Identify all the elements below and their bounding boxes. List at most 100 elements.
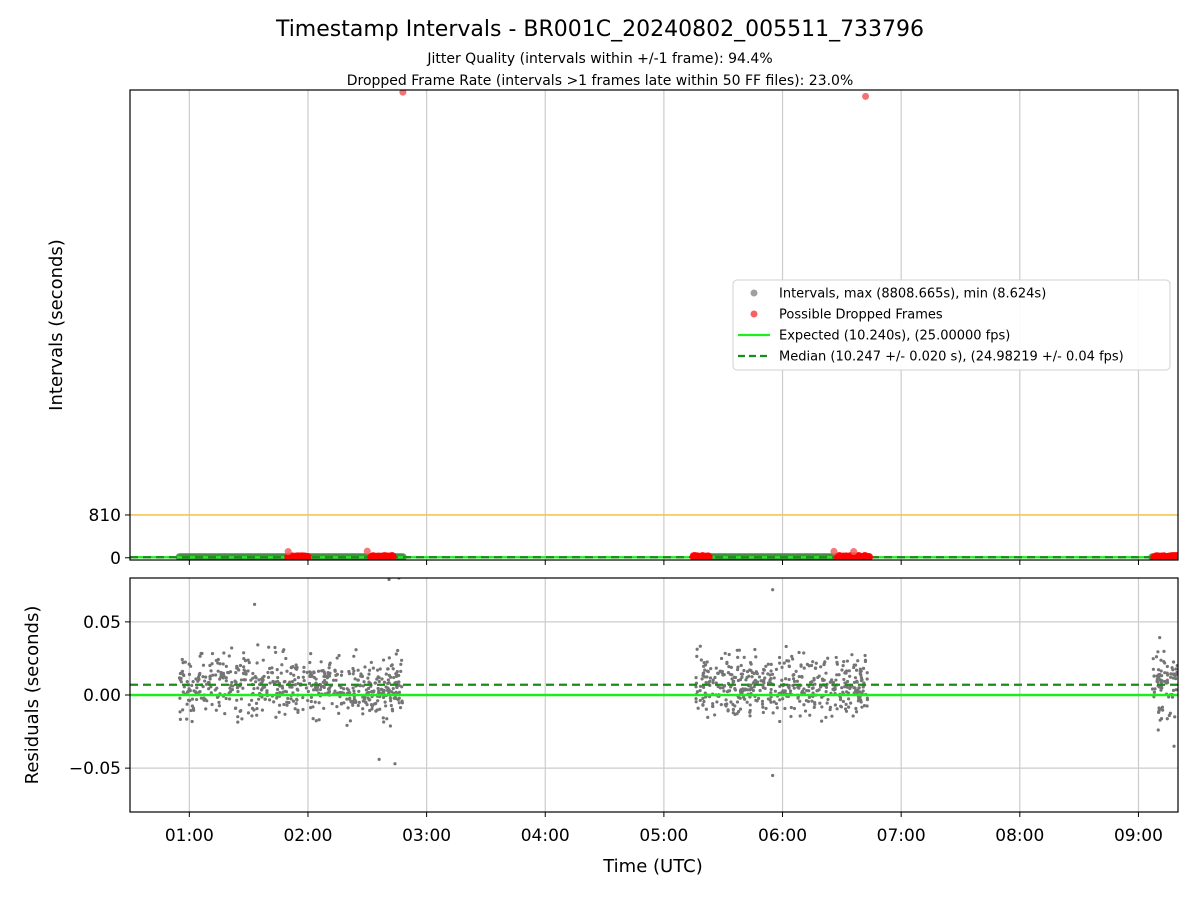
residual-point xyxy=(739,672,743,676)
residual-point xyxy=(267,698,272,702)
residual-point xyxy=(281,649,285,654)
residual-point xyxy=(236,689,240,694)
residual-point xyxy=(762,668,766,672)
residual-point xyxy=(181,661,185,665)
residual-point xyxy=(395,685,399,690)
residual-point xyxy=(833,703,838,707)
residual-outlier xyxy=(771,773,775,778)
residual-point xyxy=(260,680,264,684)
residual-point xyxy=(1170,666,1174,670)
residual-point xyxy=(819,719,824,723)
residual-point xyxy=(1173,673,1178,678)
residual-point xyxy=(769,691,773,695)
residual-point xyxy=(318,687,323,692)
residual-point xyxy=(285,669,289,673)
residual-point xyxy=(778,698,782,702)
residual-point xyxy=(190,683,194,687)
residual-point xyxy=(857,686,861,690)
residual-point xyxy=(861,666,866,670)
residual-point xyxy=(722,683,727,688)
residual-point xyxy=(1169,675,1173,679)
residual-point xyxy=(333,668,337,673)
residual-point xyxy=(730,677,734,681)
residual-point xyxy=(841,699,845,704)
residual-point xyxy=(356,703,360,708)
legend-label: Expected (10.240s), (25.00000 fps) xyxy=(779,329,1010,344)
residual-point xyxy=(314,719,318,723)
residual-point xyxy=(858,672,862,676)
residual-point xyxy=(380,677,384,681)
residual-point xyxy=(845,679,850,684)
residual-point xyxy=(861,689,865,693)
residual-point xyxy=(399,669,403,673)
residual-point xyxy=(818,701,822,705)
chart-subtitle-jitter: Jitter Quality (intervals within +/-1 fr… xyxy=(426,51,772,67)
residual-point xyxy=(760,699,765,703)
residual-point xyxy=(844,690,849,694)
residual-point xyxy=(191,680,195,684)
residual-point xyxy=(251,676,255,680)
residual-point xyxy=(783,706,787,711)
residual-point xyxy=(813,666,818,670)
residual-point xyxy=(367,698,371,702)
residual-point xyxy=(331,678,336,682)
residual-point xyxy=(723,651,727,655)
residual-point xyxy=(371,666,375,670)
residual-point xyxy=(293,683,297,687)
dropped-frame-point xyxy=(388,552,397,560)
residual-point xyxy=(706,715,710,719)
large-gap-point xyxy=(862,92,870,100)
residual-point xyxy=(762,681,766,685)
residual-point xyxy=(181,690,185,694)
residuals-panel: 0.05 0.00 −0.05 xyxy=(69,577,1179,813)
residual-point xyxy=(236,715,240,719)
residual-point xyxy=(233,679,237,683)
residual-point xyxy=(291,699,296,703)
residual-point xyxy=(382,680,387,684)
residual-point xyxy=(803,709,808,713)
residual-point xyxy=(361,699,365,703)
residual-point xyxy=(1160,705,1165,709)
residual-point xyxy=(210,662,214,666)
residual-point xyxy=(277,710,281,714)
residual-point xyxy=(698,644,702,648)
residual-point xyxy=(695,654,699,658)
residual-point xyxy=(205,699,209,703)
residual-point xyxy=(848,674,852,678)
legend-label: Possible Dropped Frames xyxy=(779,308,943,323)
residual-point xyxy=(1161,708,1165,712)
residual-point xyxy=(295,665,299,670)
residual-point xyxy=(859,700,863,704)
residual-point xyxy=(263,697,267,701)
residual-point xyxy=(800,674,804,679)
residual-point xyxy=(235,664,239,669)
residual-point xyxy=(761,710,765,715)
residual-point xyxy=(254,701,259,705)
residual-point xyxy=(253,674,257,679)
residual-point xyxy=(850,653,854,657)
residual-point xyxy=(1165,664,1169,669)
residual-point xyxy=(227,654,231,658)
residual-point xyxy=(242,665,246,669)
residual-point xyxy=(792,679,797,683)
residual-point xyxy=(219,675,223,679)
residual-point xyxy=(1162,659,1166,664)
residual-point xyxy=(752,671,756,676)
residual-point xyxy=(289,672,293,676)
residual-point xyxy=(201,675,205,679)
residual-point xyxy=(1159,717,1164,721)
residual-point xyxy=(209,691,213,695)
residual-point xyxy=(394,652,398,656)
residual-point xyxy=(291,691,295,695)
residual-point xyxy=(750,675,754,679)
residual-point xyxy=(713,713,717,717)
x-tick-label: 04:00 xyxy=(521,826,570,846)
residual-point xyxy=(694,685,698,689)
residual-point xyxy=(852,665,856,670)
residual-point xyxy=(840,686,844,690)
residual-point xyxy=(787,677,791,682)
residual-point xyxy=(377,679,381,684)
residual-point xyxy=(386,667,390,671)
residual-point xyxy=(813,701,817,705)
residual-point xyxy=(198,654,202,658)
